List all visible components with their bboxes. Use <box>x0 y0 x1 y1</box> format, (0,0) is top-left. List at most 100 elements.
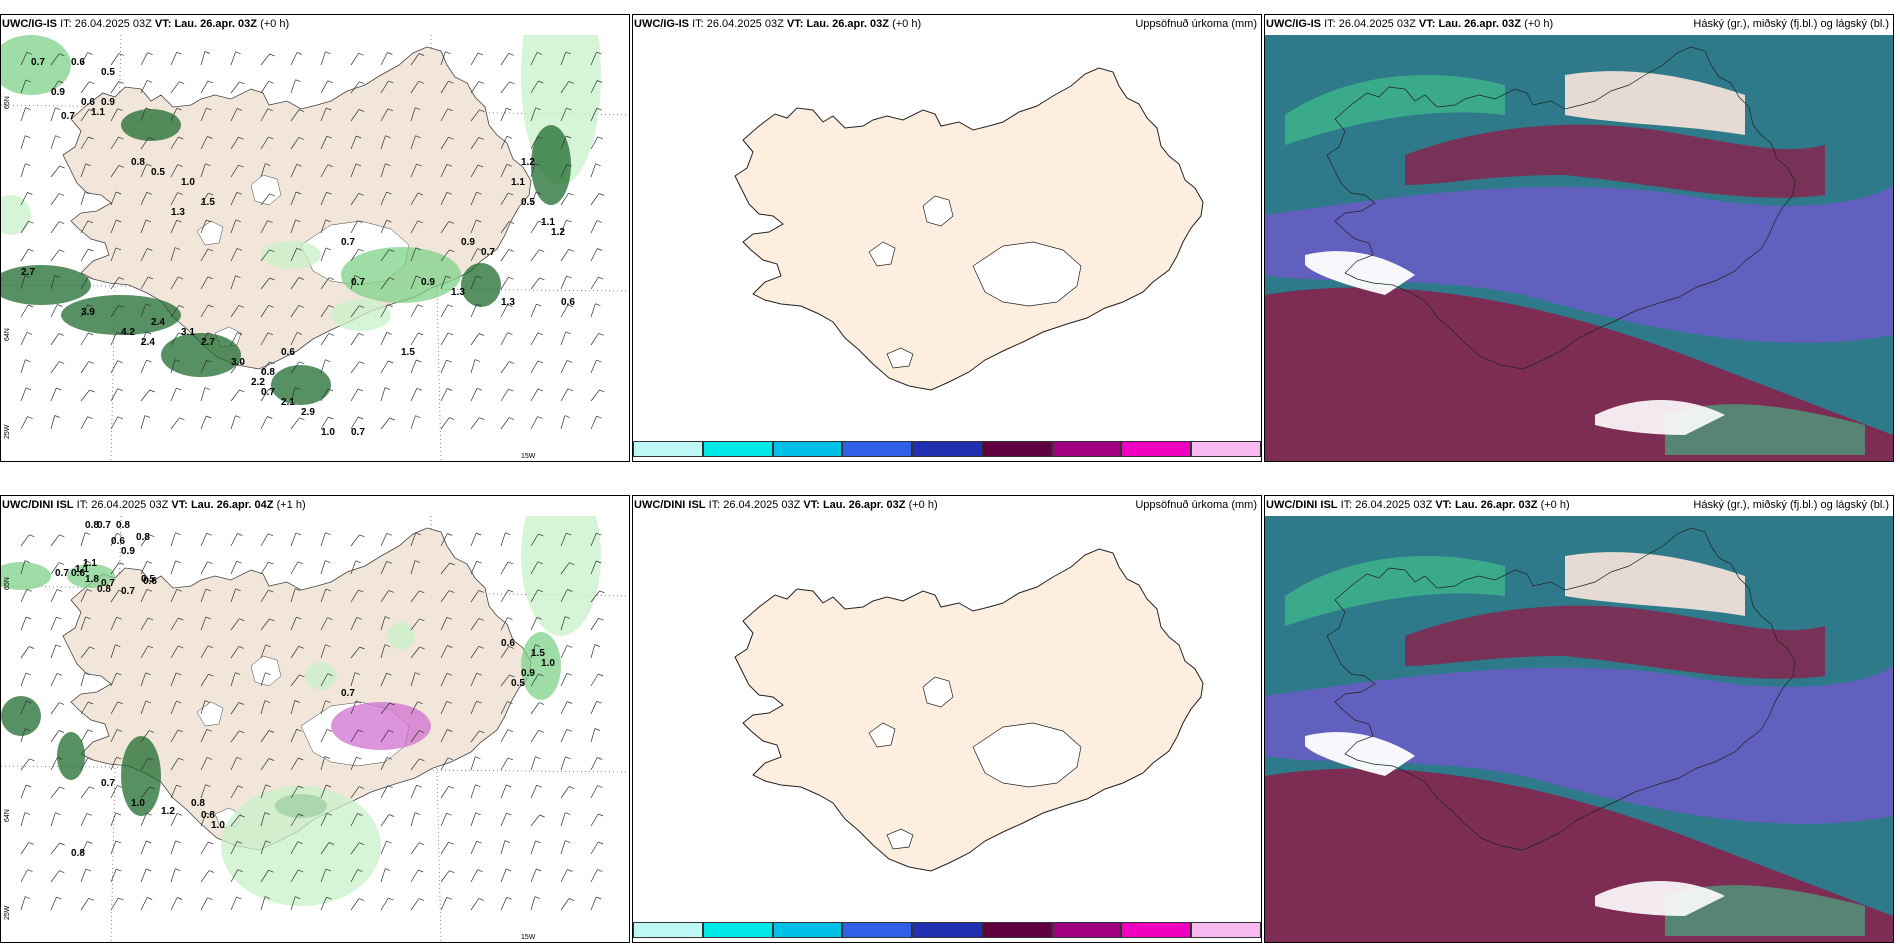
wind-value-label: 0.8 <box>85 520 99 531</box>
it-label: IT: <box>692 18 704 30</box>
initial-time: 26.04.2025 03Z <box>723 499 801 511</box>
wind-value-label: 0.7 <box>341 688 355 699</box>
vt-label: VT: <box>803 499 820 511</box>
wind-value-label: 1.3 <box>501 297 515 308</box>
colorbar-tick-label: 100 <box>982 460 995 461</box>
lat-label-mid: 64N <box>4 328 11 341</box>
product-title: Uppsöfnuð úrkoma (mm) <box>1135 499 1257 511</box>
colorbar-swatch <box>772 441 843 457</box>
initial-time: 26.04.2025 03Z <box>74 18 152 30</box>
colorbar-tick-label: 10 <box>703 460 712 461</box>
wind-barbs: 0.80.7 0.80.6 0.80.91.10.7 0.60.7 0.51.11.80… <box>20 520 605 911</box>
glacier <box>972 241 1082 307</box>
colorbar-swatch <box>772 922 843 938</box>
colorbar-tick-label: 50 <box>842 941 851 942</box>
wind-value-label: 3.9 <box>81 307 95 318</box>
colorbar-tick-label: 200 <box>1121 941 1134 942</box>
panel-header: UWC/DINI ISL IT: 26.04.2025 03Z VT: Lau.… <box>1266 499 1889 511</box>
lat-label-top: 65N <box>4 577 11 590</box>
wind-value-label: 0.6 <box>111 536 125 547</box>
wind-value-label: 0.6 <box>561 297 575 308</box>
colorbar-tick-label: 25 <box>773 941 782 942</box>
lon-label-left: 25W <box>4 905 11 920</box>
panel-header: UWC/DINI ISL IT: 26.04.2025 03Z VT: Lau.… <box>634 499 1257 511</box>
model-name: UWC/DINI ISL <box>634 499 706 511</box>
precip-shading <box>1 516 601 906</box>
vt-label: VT: <box>1418 18 1436 30</box>
model-name: UWC/IG-IS <box>1266 18 1321 30</box>
colorbar-swatch <box>633 922 703 938</box>
wind-value-label: 1.0 <box>321 427 335 438</box>
glacier <box>196 701 224 727</box>
wind-value-label: 0.7 <box>101 578 115 589</box>
wind-value-label: 0.9 <box>461 237 475 248</box>
initial-time: 26.04.2025 03Z <box>91 499 169 511</box>
wind-value-label: 2.1 <box>281 397 295 408</box>
it-label: IT: <box>1340 499 1353 511</box>
colorbar-tick-label: 1 <box>633 941 637 942</box>
initial-time: 26.04.2025 03Z <box>706 18 784 30</box>
colorbar-swatch <box>1121 441 1192 457</box>
map-panel-1: UWC/IG-IS IT: 26.04.2025 03Z VT: Lau. 26… <box>0 14 630 462</box>
map-canvas <box>1265 35 1893 461</box>
wind-value-label: 1.1 <box>91 107 105 118</box>
colorbar-tick-label: 400 <box>1191 460 1204 461</box>
colorbar-swatch <box>633 441 703 457</box>
wind-value-label: 1.1 <box>541 217 555 228</box>
valid-time: Lau. 26.apr. 03Z <box>174 18 257 30</box>
lon-label-left: 25W <box>4 424 11 439</box>
wind-value-label: 0.7 <box>261 387 275 398</box>
cloud-layers <box>1265 552 1893 942</box>
wind-value-label: 0.6 <box>71 568 85 579</box>
wind-value-label: 0.6 <box>143 576 157 587</box>
glacier <box>250 174 282 206</box>
colorbar-swatch <box>1051 922 1122 938</box>
vt-label: VT: <box>1435 499 1452 511</box>
wind-value-label: 1.2 <box>551 227 565 238</box>
map-canvas <box>1265 516 1893 942</box>
panel-header: UWC/IG-IS IT: 26.04.2025 03Z VT: Lau. 26… <box>2 18 625 30</box>
product-title: Uppsöfnuð úrkoma (mm) <box>1135 18 1257 30</box>
colorbar-tick-label: 75 <box>912 941 921 942</box>
precip-shading <box>1 35 601 405</box>
map-panel-5: UWC/DINI ISL IT: 26.04.2025 03Z VT: Lau.… <box>632 495 1262 943</box>
colorbar-tick-label: 150 <box>1052 460 1065 461</box>
model-name: UWC/IG-IS <box>634 18 689 30</box>
precip-colorbar: 1 10 25 50 75 100 150 200 400 <box>633 441 1261 461</box>
valid-time: Lau. 26.apr. 03Z <box>1438 18 1521 30</box>
wind-value-label: 0.8 <box>136 532 150 543</box>
colorbar-swatch <box>1191 922 1261 938</box>
colorbar-swatch <box>912 922 982 938</box>
cloud-layers <box>1265 71 1893 461</box>
colorbar-swatch <box>981 922 1052 938</box>
glacier <box>868 722 896 748</box>
wind-value-label: 0.7 <box>341 237 355 248</box>
wind-value-label: 0.5 <box>151 167 165 178</box>
colorbar-tick-label: 150 <box>1052 941 1065 942</box>
wind-value-label: 1.2 <box>161 806 175 817</box>
wind-value-label: 0.8 <box>116 520 130 531</box>
lon-label-bottom: 15W <box>521 934 536 941</box>
glacier <box>250 655 282 687</box>
wind-value-label: 1.1 <box>511 177 525 188</box>
map-canvas: 0.7 0.60.50.90.6 0.91.10.70.80.51.01.51.31… <box>1 35 629 461</box>
wind-value-label: 1.3 <box>171 207 185 218</box>
wind-value-label: 0.5 <box>101 67 115 78</box>
wind-value-label: 1.0 <box>131 798 145 809</box>
wind-value-label: 1.0 <box>541 658 555 669</box>
map-panel-6: UWC/DINI ISL IT: 26.04.2025 03Z VT: Lau.… <box>1264 495 1894 943</box>
colorbar-swatch <box>912 441 982 457</box>
initial-time: 26.04.2025 03Z <box>1355 499 1433 511</box>
wind-value-label: 3.1 <box>181 327 195 338</box>
wind-value-label: 0.7 <box>61 111 75 122</box>
wind-value-label: 1.5 <box>531 648 545 659</box>
it-label: IT: <box>76 499 89 511</box>
model-name: UWC/DINI ISL <box>1266 499 1338 511</box>
wind-value-label: 2.4 <box>141 337 155 348</box>
map-canvas <box>734 67 1204 391</box>
map-panel-2: UWC/IG-IS IT: 26.04.2025 03Z VT: Lau. 26… <box>632 14 1262 462</box>
wind-value-label: 0.8 <box>71 848 85 859</box>
colorbar-tick-label: 75 <box>912 460 921 461</box>
wind-value-label: 1.5 <box>401 347 415 358</box>
wind-value-label: 1.1 <box>83 558 97 569</box>
